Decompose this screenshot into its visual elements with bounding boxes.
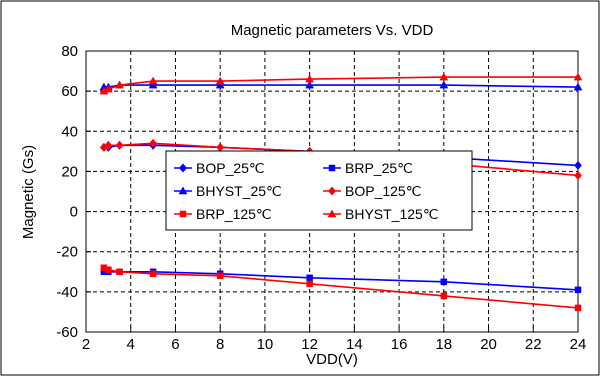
legend-entry: BHYST_125℃ [323, 206, 439, 222]
data-point [115, 140, 124, 150]
data-point [440, 278, 448, 286]
chart-title: Magnetic parameters Vs. VDD [231, 22, 434, 39]
x-tick-label: 18 [435, 336, 452, 353]
data-point [104, 140, 113, 150]
y-tick-label: 80 [61, 43, 78, 60]
legend-entry: BHYST_25℃ [174, 183, 282, 199]
data-point [148, 76, 158, 85]
x-tick-label: 14 [346, 336, 363, 353]
data-point [306, 274, 313, 282]
x-tick-label: 12 [301, 336, 318, 353]
legend-entry: BOP_125℃ [323, 183, 421, 199]
x-tick-label: 20 [480, 336, 497, 353]
data-point [306, 280, 313, 288]
data-point [574, 286, 582, 294]
x-tick-label: 22 [525, 336, 542, 353]
series-square-ff0000 [100, 264, 582, 312]
legend-label: BHYST_125℃ [345, 206, 439, 222]
y-tick-label: -20 [56, 244, 78, 261]
y-tick-label: -60 [56, 324, 78, 341]
x-tick-label: 8 [216, 336, 224, 353]
legend-label: BRP_25℃ [345, 160, 413, 176]
data-point [574, 304, 582, 312]
x-tick-label: 2 [82, 336, 90, 353]
data-point [149, 138, 158, 148]
data-point [215, 80, 225, 89]
data-point [215, 76, 225, 85]
data-point [305, 74, 315, 83]
x-tick-label: 24 [570, 336, 587, 353]
legend-label: BOP_25℃ [196, 160, 265, 176]
y-tick-label: 0 [70, 204, 78, 221]
x-tick-label: 6 [171, 336, 179, 353]
data-point [573, 82, 583, 91]
data-point [440, 292, 448, 300]
legend-marker [328, 164, 336, 172]
legend-label: BOP_125℃ [345, 183, 421, 199]
data-point [105, 266, 112, 274]
legend-marker [327, 209, 337, 218]
x-tick-label: 16 [391, 336, 408, 353]
data-point [439, 80, 449, 89]
data-point [116, 268, 123, 276]
data-point [439, 72, 449, 81]
series-triangle-ff0000 [99, 72, 583, 95]
legend-entry: BOP_25℃ [174, 160, 265, 176]
data-point [574, 170, 582, 181]
legend: BOP_25℃ BRP_25℃ BHYST_25℃ BOP_125℃ BRP_125℃ B… [165, 150, 473, 231]
data-point [115, 80, 124, 89]
y-tick-label: -40 [56, 284, 78, 301]
x-tick-label: 4 [127, 336, 135, 353]
data-point [148, 80, 158, 89]
legend-label: BHYST_25℃ [196, 183, 282, 199]
legend-marker [179, 163, 187, 173]
legend-label: BRP_125℃ [196, 206, 272, 222]
y-axis-label: Magnetic (Gs) [20, 145, 37, 239]
x-tick-label: 10 [257, 336, 274, 353]
data-point [574, 160, 582, 170]
data-point [573, 72, 583, 81]
x-axis-label: VDD(V) [306, 351, 358, 368]
data-point [305, 80, 315, 89]
data-point [149, 270, 157, 278]
legend-entry: BRP_125℃ [174, 206, 272, 222]
y-tick-label: 40 [61, 123, 78, 140]
y-tick-label: 60 [61, 83, 78, 100]
legend-box [165, 150, 473, 231]
data-point [103, 84, 113, 93]
legend-marker [179, 210, 187, 218]
legend-entry: BRP_25℃ [323, 160, 413, 176]
data-point [216, 272, 224, 280]
y-tick-label: 20 [61, 163, 78, 180]
legend-marker [178, 186, 188, 195]
legend-marker [328, 186, 336, 196]
